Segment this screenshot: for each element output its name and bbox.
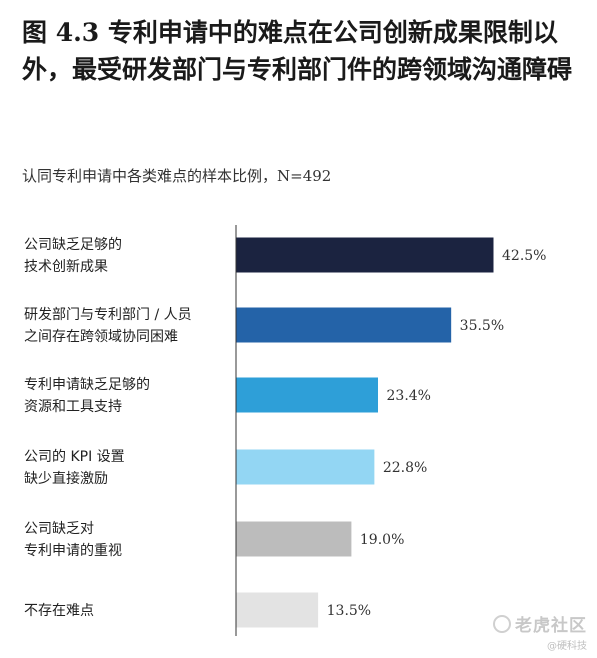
- category-label-0: 公司缺乏足够的技术创新成果: [24, 237, 122, 275]
- category-label-line: 不存在难点: [24, 603, 94, 619]
- watermark: 老虎社区 @硬科技: [493, 611, 587, 652]
- category-label-1: 研发部门与专利部门 / 人员之间存在跨领域协同困难: [24, 307, 192, 345]
- category-label-line: 公司缺乏对: [24, 521, 94, 537]
- category-label-line: 缺少直接激励: [24, 470, 108, 487]
- category-label-line: 公司的 KPI 设置: [24, 449, 125, 465]
- chart-title: 图 4.3 专利申请中的难点在公司创新成果限制以外，最受研发部门与专利部门件的跨…: [22, 18, 573, 84]
- watermark-main: 老虎社区: [515, 616, 587, 636]
- bar-4: [236, 521, 352, 557]
- value-label-1: 35.5%: [460, 318, 504, 334]
- bar-3: [236, 449, 375, 485]
- bar-5: [236, 592, 319, 628]
- chart-subtitle: 认同专利申请中各类难点的样本比例，N=492: [22, 167, 332, 185]
- bar-2: [236, 377, 379, 413]
- value-label-4: 19.0%: [360, 532, 404, 548]
- tiger-logo-icon: [493, 614, 511, 633]
- category-label-line: 之间存在跨领域协同困难: [24, 329, 178, 345]
- value-label-2: 23.4%: [387, 388, 431, 404]
- category-label-line: 技术创新成果: [24, 259, 108, 275]
- value-label-3: 22.8%: [383, 460, 427, 476]
- category-label-2: 专利申请缺乏足够的资源和工具支持: [24, 377, 150, 415]
- bar-1: [236, 307, 452, 343]
- category-label-line: 资源和工具支持: [24, 399, 122, 415]
- category-label-line: 专利申请缺乏足够的: [24, 377, 150, 393]
- value-label-0: 42.5%: [502, 248, 546, 264]
- watermark-sub: @硬科技: [547, 641, 587, 652]
- category-label-line: 研发部门与专利部门 / 人员: [24, 307, 192, 323]
- bar-0: [236, 237, 494, 273]
- value-label-5: 13.5%: [327, 603, 371, 619]
- category-label-line: 专利申请的重视: [24, 543, 122, 559]
- category-label-4: 公司缺乏对专利申请的重视: [24, 521, 122, 559]
- category-label-3: 公司的 KPI 设置缺少直接激励: [24, 449, 125, 487]
- category-label-5: 不存在难点: [24, 603, 94, 619]
- category-label-line: 公司缺乏足够的: [24, 237, 122, 253]
